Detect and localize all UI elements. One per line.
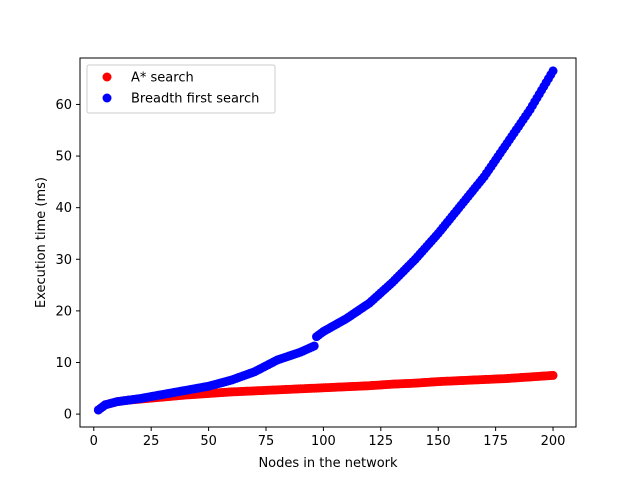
legend-box bbox=[86, 64, 276, 114]
legend: A* search Breadth first search bbox=[86, 64, 276, 114]
y-tick-label: 40 bbox=[55, 201, 72, 216]
legend-marker-astar bbox=[102, 72, 112, 82]
x-tick-label: 125 bbox=[368, 434, 393, 449]
plot-area bbox=[93, 66, 558, 415]
y-tick-label: 10 bbox=[55, 356, 72, 371]
x-tick-label: 25 bbox=[143, 434, 160, 449]
x-tick-label: 200 bbox=[541, 434, 566, 449]
x-tick-label: 50 bbox=[200, 434, 217, 449]
data-point-bfs bbox=[309, 341, 319, 351]
y-tick-label: 30 bbox=[55, 253, 72, 268]
y-axis-label: Execution time (ms) bbox=[34, 177, 49, 308]
x-tick-label: 100 bbox=[311, 434, 336, 449]
y-tick-label: 60 bbox=[55, 98, 72, 113]
x-axis-label: Nodes in the network bbox=[258, 456, 398, 471]
y-tick-label: 20 bbox=[55, 304, 72, 319]
axes-frame bbox=[79, 57, 577, 428]
series-bfs bbox=[93, 66, 558, 415]
x-tick-label: 150 bbox=[426, 434, 451, 449]
x-tick-label: 0 bbox=[90, 434, 98, 449]
legend-label-bfs: Breadth first search bbox=[131, 92, 259, 107]
x-tick-label: 75 bbox=[258, 434, 275, 449]
legend-label-astar: A* search bbox=[131, 71, 194, 86]
data-point-astar bbox=[548, 370, 558, 380]
y-tick-label: 50 bbox=[55, 150, 72, 165]
x-tick-label: 175 bbox=[483, 434, 508, 449]
y-tick-label: 0 bbox=[64, 408, 72, 423]
axis-ticks: 0 25 50 75 100 125 150 175 200 0 10 20 30 40 50 60 bbox=[55, 98, 565, 449]
legend-marker-bfs bbox=[102, 93, 112, 103]
data-point-bfs bbox=[548, 66, 558, 76]
